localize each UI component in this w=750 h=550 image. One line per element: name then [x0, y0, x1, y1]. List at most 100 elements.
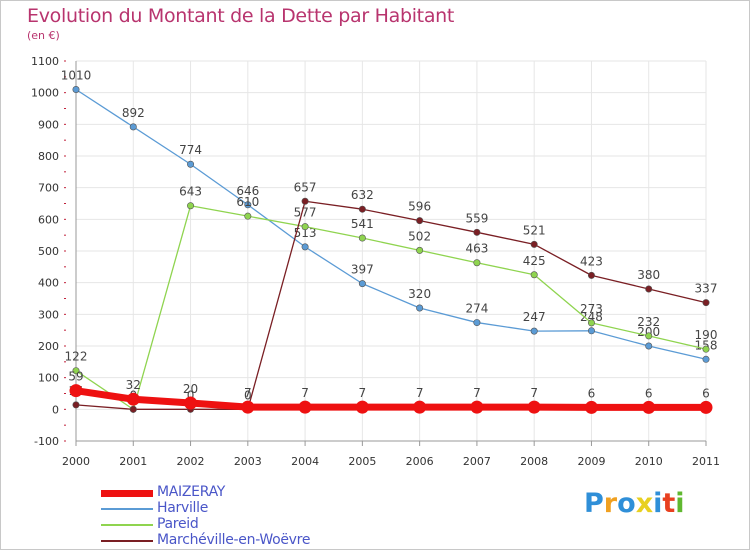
series-line: [75, 205, 707, 410]
data-label: 122: [65, 350, 88, 364]
data-point: [69, 384, 83, 398]
data-point: [416, 246, 424, 254]
data-label: 774: [179, 143, 202, 157]
data-label: 232: [637, 315, 660, 329]
data-label: 273: [580, 302, 603, 316]
data-label: 657: [294, 180, 317, 194]
data-label: 559: [465, 211, 488, 225]
logo-letter: r: [603, 488, 618, 519]
legend-label: Pareid: [157, 516, 199, 532]
data-point: [72, 367, 80, 375]
data-point: [72, 401, 80, 409]
data-point: [473, 319, 481, 327]
x-tick-label: 2004: [291, 455, 319, 468]
y-tick-label: 700: [38, 182, 59, 195]
data-label: 646: [236, 184, 259, 198]
data-label: 7: [473, 386, 481, 400]
data-point: [298, 400, 312, 414]
data-label: 6: [702, 386, 710, 400]
data-label: 190: [695, 328, 718, 342]
data-label: 59: [68, 370, 83, 384]
legend-swatch: [101, 524, 153, 526]
data-point: [470, 400, 484, 414]
y-tick-label: 800: [38, 150, 59, 163]
x-tick-label: 2001: [119, 455, 147, 468]
legend-label: Harville: [157, 500, 209, 516]
legend-swatch: [101, 540, 153, 542]
data-label: 200: [637, 325, 660, 339]
logo-letter: t: [662, 488, 676, 519]
data-point: [587, 271, 595, 279]
data-label: 7: [416, 386, 424, 400]
data-point: [358, 205, 366, 213]
data-label: 425: [523, 254, 546, 268]
x-tick-label: 2002: [177, 455, 205, 468]
data-label: 521: [523, 223, 546, 237]
x-tick-label: 2000: [62, 455, 90, 468]
data-label: 158: [695, 338, 718, 352]
data-label: 7: [301, 386, 309, 400]
data-point: [645, 332, 653, 340]
y-tick-label: 500: [38, 245, 59, 258]
x-tick-label: 2005: [348, 455, 376, 468]
data-point: [126, 392, 140, 406]
x-tick-label: 2007: [463, 455, 491, 468]
data-point: [527, 400, 541, 414]
y-tick-label: 1100: [31, 55, 59, 68]
data-label: 247: [523, 310, 546, 324]
x-tick-label: 2008: [520, 455, 548, 468]
data-point: [702, 299, 710, 307]
logo-letter: i: [653, 488, 663, 519]
x-tick-label: 2009: [577, 455, 605, 468]
data-label: 892: [122, 106, 145, 120]
data-label: 502: [408, 229, 431, 243]
data-label: 380: [637, 268, 660, 282]
data-label: 7: [530, 386, 538, 400]
data-point: [358, 234, 366, 242]
legend-label: Marchéville-en-Woëvre: [157, 532, 311, 548]
legend-item: Pareid: [101, 516, 361, 533]
data-label: 248: [580, 310, 603, 324]
data-point: [301, 243, 309, 251]
data-point: [244, 201, 252, 209]
data-point: [187, 202, 195, 210]
data-point: [187, 160, 195, 168]
data-point: [301, 223, 309, 231]
legend-swatch: [101, 489, 153, 497]
data-point: [413, 400, 427, 414]
data-label: 643: [179, 185, 202, 199]
data-point: [184, 396, 198, 410]
legend-swatch: [101, 508, 153, 510]
y-tick-label: 300: [38, 308, 59, 321]
data-label: 337: [695, 282, 718, 296]
data-label: 32: [126, 378, 141, 392]
legend-item: Harville: [101, 500, 361, 517]
data-label: 397: [351, 263, 374, 277]
data-label: 320: [408, 287, 431, 301]
proxiti-logo: Proxiti: [584, 488, 685, 519]
y-tick-label: -100: [34, 435, 59, 448]
data-point: [587, 319, 595, 327]
data-point: [645, 342, 653, 350]
data-label: 463: [465, 242, 488, 256]
data-label: 513: [294, 226, 317, 240]
series-line: [75, 200, 707, 410]
data-label: 20: [183, 382, 198, 396]
data-label: 7: [244, 386, 252, 400]
data-label: 274: [465, 302, 488, 316]
data-point: [301, 197, 309, 205]
data-label: 1010: [61, 69, 92, 83]
data-label: 6: [645, 386, 653, 400]
y-tick-label: 400: [38, 277, 59, 290]
chart-title: Evolution du Montant de la Dette par Hab…: [27, 5, 455, 27]
data-point: [702, 355, 710, 363]
data-point: [355, 400, 369, 414]
series-line: [72, 387, 710, 411]
series-line: [75, 88, 707, 360]
y-tick-label: 600: [38, 213, 59, 226]
data-label: 0: [187, 388, 195, 402]
data-point: [129, 405, 137, 413]
y-tick-label: 0: [52, 403, 59, 416]
logo-letter: x: [635, 488, 654, 519]
